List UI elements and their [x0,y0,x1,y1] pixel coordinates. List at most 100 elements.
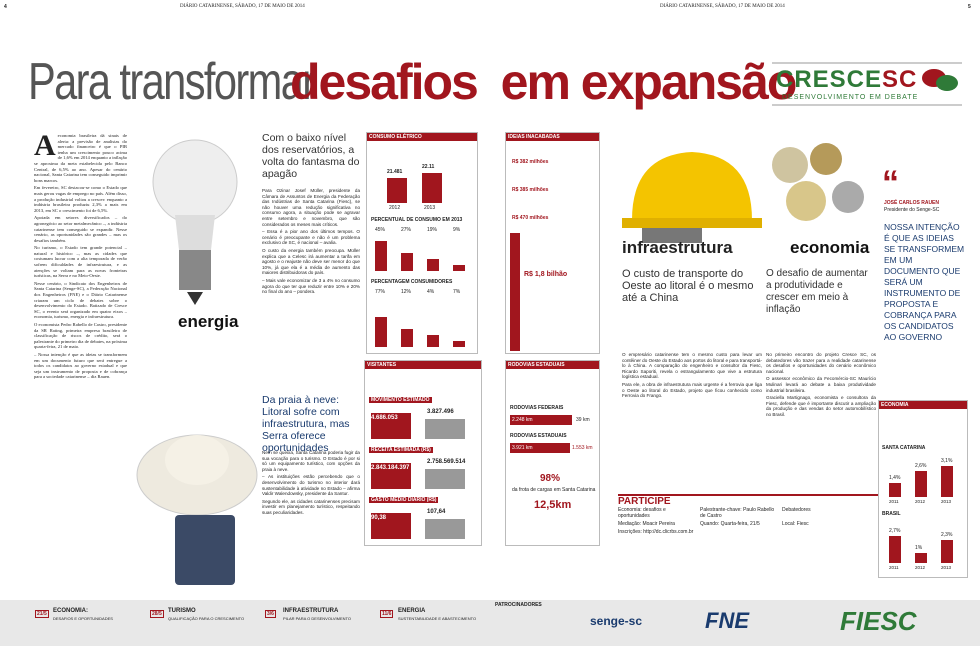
section-body: Nem se queixa, Santa Catarina poderia fu… [262,450,360,518]
date: 11/6 [380,610,394,618]
energy-chart: CONSUMO ELÉTRICO 21.481 22.11 2012 2013 … [366,132,478,354]
value: 22.11 [422,164,435,170]
topic-sub: DESAFIOS E OPORTUNIDADES [53,616,113,621]
value: 3,1% [941,458,953,464]
participe-item: Quando: Quarta-feira, 21/5 [700,521,760,527]
participe: PARTICIPE Economia: desafios e oportunid… [618,494,878,535]
value: 7% [453,289,461,295]
visitors-chart: VISITANTES MOVIMENTO ESTIMADO 4.686.053 3.… [364,360,482,546]
paragraph: O empresário catarinense tem o mesmo cus… [622,352,762,380]
quote-mark: “ [882,164,899,202]
big-number: 98% [540,473,561,484]
helmet-image [622,152,762,243]
bar [941,540,953,563]
value: 2.843.184.397 [371,465,410,471]
participe-item: Local: Fiesc [782,521,809,527]
section-body: O empresário catarinense tem o mesmo cus… [622,352,762,401]
sponsor: senge-sc [590,614,643,628]
chart-title: RODOVIAS ESTADUAIS [506,361,599,369]
year: 2013 [424,205,436,211]
headline-light: Para transformar [28,53,316,111]
bar [425,469,465,489]
row-title: RECEITA ESTIMADA (R$) [369,447,433,453]
paragraph: – As instituições estão percebendo que o… [262,474,360,497]
section-title: O desafio de aumentar a produtividade e … [766,268,868,315]
value: 4% [427,289,435,295]
paragraph: Para Ozinar Josef Müller, presidente da … [262,188,360,227]
section-body: No primeiro encontro do projeto Cresce S… [766,352,876,420]
note: da frota de cargas em Santa Catarina [512,487,596,493]
year: 2011 [889,565,899,570]
item: R$ 382 milhões [512,159,549,165]
logo-name: CRESCESC [776,66,917,94]
bar [915,471,927,497]
subtitle: PERCENTAGEM CONSUMIDORES [371,279,453,285]
value: 3.921 km [512,445,533,451]
value: 107,64 [427,509,446,515]
value: 1.553 km [572,445,593,451]
year: 2013 [941,499,952,504]
bar [401,329,413,347]
paragraph: No turismo, o Estado tem grande potencia… [34,245,127,279]
page-number: 5 [968,4,971,10]
bar [371,463,411,489]
value: 2.248 km [512,417,533,423]
economy-chart: ECONOMIA SANTA CATARINA BRASIL 1,4% 2011 2… [878,400,968,578]
paragraph: Nesse cenário, o Sindicato dos Engenheir… [34,280,127,320]
topic: INFRAESTRUTURA [283,608,339,614]
year: 2012 [915,565,926,570]
value: 2.758.569.514 [427,459,466,465]
item: R$ 385 milhões [512,187,549,193]
topic-sub: QUALIFICAÇÃO PARA O CRESCIMENTO [168,616,245,621]
drop-cap: A [34,133,56,162]
subtitle: BRASIL [882,511,901,517]
section-title: O custo de transporte do Oeste ao litora… [622,268,754,304]
value: 21.481 [387,169,403,175]
logo-tagline: DESENVOLVIMENTO EM DEBATE [782,94,919,101]
bar [401,253,413,271]
quote-author: JOSÉ CARLOS RAUEN [884,200,940,206]
row-title: GASTO MÉDIO DIÁRIO (R$) [369,497,439,503]
value: 4.686.053 [371,415,398,421]
logo: CRESCESC DESENVOLVIMENTO EM DEBATE [772,62,962,106]
section-body: Para Ozinar Josef Müller, presidente da … [262,188,360,297]
logo-bubbles [922,69,958,91]
participe-item: Mediação: Moacir Pereira [618,521,675,527]
paragraph: Nem se queixa, Santa Catarina poderia fu… [262,450,360,472]
bar [941,466,953,497]
bar [453,265,465,271]
bar [425,419,465,439]
year: 2012 [389,205,401,211]
value: 77% [375,289,386,295]
headline: Para transformar [28,52,386,112]
value: 12% [401,289,412,295]
row-title: RODOVIAS FEDERAIS [510,405,564,411]
masthead: DIÁRIO CATARINENSE, SÁBADO, 17 DE MAIO D… [660,4,785,9]
subtitle: SANTA CATARINA [882,445,926,451]
paragraph: – Mais vale economizar de 3 a 4% no cons… [262,277,360,295]
roads-chart: RODOVIAS ESTADUAIS RODOVIAS FEDERAIS 2.2… [505,360,600,546]
paragraph: – Nossa intenção é que as ideias se tran… [34,351,127,380]
paragraph: O economista Pedro Rabello de Castro, pr… [34,322,127,350]
paragraph: Segundo ele, as cidades catarinenses pre… [262,498,360,515]
topic: TURISMO [168,608,196,614]
paragraph: O custo da energia também preocupa. Müll… [262,247,360,276]
chart-title: VISITANTES [365,361,481,369]
date: 21/5 [35,610,49,618]
ideas-chart: IDEIAS INACABADAS R$ 382 milhões R$ 385 … [505,132,600,354]
section-title: Da praia à neve: Litoral sofre com infra… [262,394,350,454]
chart-title: ECONOMIA [879,401,967,409]
participe-item: Economia: desafios e oportunidades [618,507,666,519]
value: 45% [375,227,386,233]
section-label: economia [790,238,870,257]
quote-text: NOSSA INTENÇÃO É QUE AS IDEIAS SE TRANSF… [884,222,965,342]
value: 19% [427,227,438,233]
quote-role: Presidente do Senge-SC [884,207,940,213]
paragraph: O assessor econômico da Fecomércio-SC Ma… [766,376,876,393]
chart-title: IDEIAS INACABADAS [506,133,599,141]
bar [427,335,439,347]
bar [889,483,901,497]
sub-chart: 45% 27% 19% 9% [371,227,475,273]
chart-title: CONSUMO ELÉTRICO [367,133,477,141]
bar [915,553,927,563]
